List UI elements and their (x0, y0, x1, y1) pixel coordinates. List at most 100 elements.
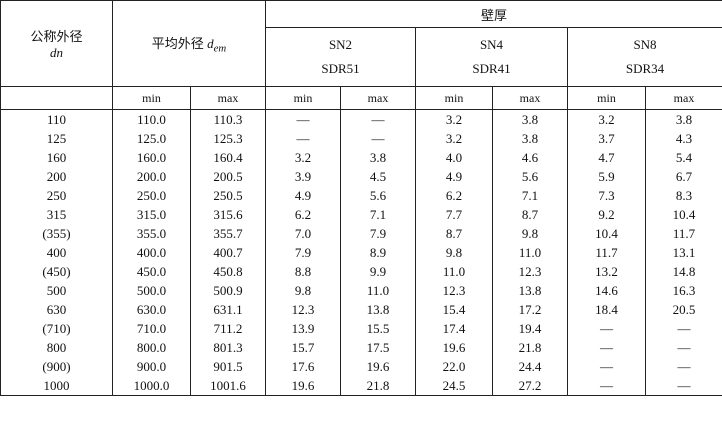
table-row: (355) 355.0 355.7 7.0 7.9 8.7 9.8 10.4 11.7 (0, 224, 722, 243)
table-row: (710) 710.0 711.2 13.9 15.5 17.4 19.4— — (0, 319, 722, 338)
table-row: 200 200.0 200.5 3.9 4.5 4.9 5.6 5.9 6.7 (0, 167, 722, 186)
table-cell: 160.0 (112, 148, 191, 167)
table-cell: 17.6 (265, 357, 341, 376)
group-header: SN2 SDR51 (265, 27, 416, 87)
table-cell: 12.3 (265, 300, 341, 319)
table-cell: 250.5 (190, 186, 266, 205)
table-cell: 500 (0, 281, 113, 300)
table-cell: 355.7 (190, 224, 266, 243)
group-header: SN4 SDR41 (415, 27, 568, 87)
table-cell: 1000.0 (112, 376, 191, 396)
spec-table: 公称外径 dn 平均外径 dem 壁厚 SN2 SDR51 SN4 SDR41 SN8 SD… (0, 0, 722, 396)
table-cell: 3.8 (492, 109, 568, 129)
table-cell: 400.0 (112, 243, 191, 262)
table-cell: 125 (0, 129, 113, 148)
table-cell: 7.9 (265, 243, 341, 262)
table-cell: 15.5 (340, 319, 416, 338)
table-cell: — (265, 109, 341, 129)
table-row: 110 110.0 110.3— —3.2 3.8 3.2 3.8 (0, 109, 722, 129)
table-cell: 11.0 (415, 262, 493, 281)
table-row: 800 800.0 801.3 15.7 17.5 19.6 21.8— — (0, 338, 722, 357)
table-cell: 22.0 (415, 357, 493, 376)
outer-diameter-header: 公称外径 dn (0, 0, 113, 87)
table-cell: 355.0 (112, 224, 191, 243)
table-cell: 450.8 (190, 262, 266, 281)
header-symbol: d (207, 35, 214, 51)
table-cell: (450) (0, 262, 113, 281)
table-cell: 4.9 (265, 186, 341, 205)
table-cell: 6.2 (265, 205, 341, 224)
table-cell: 11.0 (492, 243, 568, 262)
table-cell: 13.8 (492, 281, 568, 300)
table-cell: — (644, 338, 722, 357)
group-sdr: SDR34 (625, 61, 665, 76)
table-cell: 200 (0, 167, 113, 186)
table-cell: 4.9 (415, 167, 493, 186)
table-cell: 9.8 (265, 281, 341, 300)
table-cell: — (644, 357, 722, 376)
table-row: 250 250.0 250.5 4.9 5.6 6.2 7.1 7.3 8.3 (0, 186, 722, 205)
table-cell: 20.5 (644, 300, 722, 319)
table-cell: 17.4 (415, 319, 493, 338)
table-cell: — (567, 338, 646, 357)
group-sn: SN4 (479, 37, 504, 52)
table-cell: 8.7 (492, 205, 568, 224)
table-cell: 3.2 (567, 109, 646, 129)
table-row: 315 315.0 315.6 6.2 7.1 7.7 8.7 9.2 10.4 (0, 205, 722, 224)
table-cell: — (265, 129, 341, 148)
table-cell: 19.4 (492, 319, 568, 338)
table-row: 1000 1000.0 1001.6 19.6 21.8 24.5 27.2— — (0, 376, 722, 396)
table-cell: 7.3 (567, 186, 646, 205)
table-cell: 800.0 (112, 338, 191, 357)
table-cell: — (644, 376, 722, 396)
table-cell: 19.6 (415, 338, 493, 357)
table-cell: 4.3 (644, 129, 722, 148)
table-cell: (355) (0, 224, 113, 243)
table-cell: 8.8 (265, 262, 341, 281)
table-cell: 8.7 (415, 224, 493, 243)
table-row: 125 125.0 125.3— —3.2 3.8 3.7 4.3 (0, 129, 722, 148)
table-cell: 1000 (0, 376, 113, 396)
table-cell: — (340, 129, 416, 148)
header-text: 平均外径 (151, 35, 204, 51)
table-cell: 3.8 (644, 109, 722, 129)
table-cell: 3.2 (415, 129, 493, 148)
table-cell: 630.0 (112, 300, 191, 319)
table-cell: 4.6 (492, 148, 568, 167)
table-cell: 200.0 (112, 167, 191, 186)
sub-header: min (567, 86, 646, 110)
sub-header: max (492, 86, 568, 110)
table-header: 公称外径 dn 平均外径 dem 壁厚 SN2 SDR51 SN4 SDR41 SN8 SD… (0, 0, 722, 110)
table-cell: 801.3 (190, 338, 266, 357)
table-cell: 800 (0, 338, 113, 357)
table-row: 630 630.0 631.1 12.3 13.8 15.4 17.2 18.4 20.5 (0, 300, 722, 319)
header-symbol: dn (50, 45, 63, 60)
table-cell: 160.4 (190, 148, 266, 167)
sub-header: max (644, 86, 722, 110)
table-cell: 14.8 (644, 262, 722, 281)
table-cell: 12.3 (415, 281, 493, 300)
table-cell: 4.5 (340, 167, 416, 186)
table-cell: 6.7 (644, 167, 722, 186)
group-sdr: SDR41 (472, 61, 511, 76)
table-cell: 315.0 (112, 205, 191, 224)
wall-header: 壁厚 (264, 0, 722, 28)
table-cell: 10.4 (644, 205, 722, 224)
table-cell: 400 (0, 243, 113, 262)
table-cell: 250.0 (112, 186, 191, 205)
table-cell: 500.0 (112, 281, 191, 300)
table-cell: 5.6 (492, 167, 568, 186)
table-cell: 19.6 (340, 357, 416, 376)
table-cell: 711.2 (190, 319, 266, 338)
table-cell: 315 (0, 205, 113, 224)
table-cell: 3.8 (340, 148, 416, 167)
table-cell: 19.6 (265, 376, 341, 396)
table-cell: 13.1 (644, 243, 722, 262)
sub-header: min (112, 86, 191, 110)
table-cell: 9.8 (415, 243, 493, 262)
table-cell: 125.0 (112, 129, 191, 148)
table-row: 160 160.0 160.4 3.2 3.8 4.0 4.6 4.7 5.4 (0, 148, 722, 167)
table-cell: 110.0 (112, 109, 191, 129)
table-cell: 13.2 (567, 262, 646, 281)
